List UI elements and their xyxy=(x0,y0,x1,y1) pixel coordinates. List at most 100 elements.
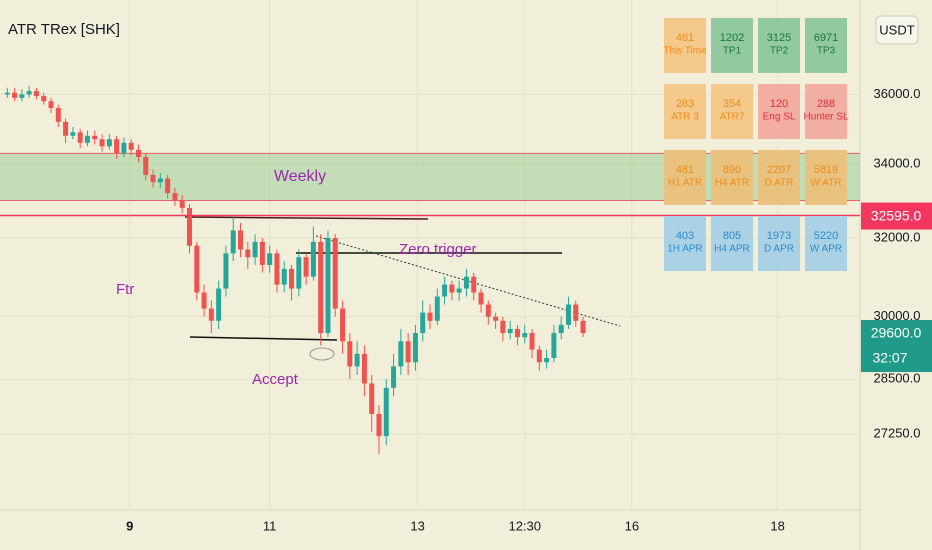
candle-body xyxy=(325,238,331,334)
info-cell xyxy=(805,18,847,73)
info-cell xyxy=(664,18,706,73)
drawn-line xyxy=(184,216,429,220)
candle-body xyxy=(150,174,156,183)
price-tag-label: 32595.0 xyxy=(871,207,922,223)
candle-body xyxy=(493,316,499,321)
info-value: 120 xyxy=(770,98,788,110)
info-cell xyxy=(711,150,753,205)
info-label: Hunter SL xyxy=(803,112,848,123)
candle-body xyxy=(580,320,586,334)
candle-body xyxy=(558,324,564,334)
candle-body xyxy=(514,328,520,338)
info-cell xyxy=(758,150,800,205)
info-value: 805 xyxy=(723,230,741,242)
info-cell xyxy=(758,84,800,139)
ellipse-marker xyxy=(309,347,335,361)
candle-body xyxy=(289,268,295,289)
candle-body xyxy=(19,94,25,98)
candle-body xyxy=(471,276,477,293)
candle-body xyxy=(106,139,112,147)
candle-body xyxy=(245,249,251,258)
candle-body xyxy=(4,92,10,95)
candle-body xyxy=(281,268,287,285)
y-tick-label: 30000.0 xyxy=(874,308,921,323)
y-tick-label: 28500.0 xyxy=(874,371,921,386)
price-timer: 32:07 xyxy=(872,350,907,366)
candle-body xyxy=(340,308,346,342)
candle-body xyxy=(485,304,491,317)
info-value: 5819 xyxy=(814,164,838,176)
chart-title: ATR TRex [SHK] xyxy=(8,21,120,38)
info-cell xyxy=(805,84,847,139)
candle-body xyxy=(456,288,462,293)
info-label: TP2 xyxy=(770,46,789,57)
candle-body xyxy=(208,308,214,321)
currency-button[interactable] xyxy=(875,15,919,45)
candle-body xyxy=(434,296,440,321)
candle-body xyxy=(310,241,316,277)
info-value: 2207 xyxy=(767,164,791,176)
x-tick-label: 11 xyxy=(263,518,277,533)
candle-body xyxy=(478,292,484,305)
candle-body xyxy=(143,156,149,175)
candle-body xyxy=(565,304,571,325)
info-cell xyxy=(664,150,706,205)
annotation: Accept xyxy=(252,371,299,388)
info-label: ATR7 xyxy=(720,112,745,123)
info-cell xyxy=(664,216,706,271)
candle-body xyxy=(405,341,411,363)
info-label: This Time xyxy=(663,46,707,57)
candle-body xyxy=(135,149,141,157)
candle-body xyxy=(12,92,18,98)
candle-body xyxy=(303,257,309,277)
candle-body xyxy=(216,288,222,321)
price-tag-label: 29600.0 xyxy=(871,325,922,341)
candle-body xyxy=(259,241,265,265)
candle-body xyxy=(186,207,192,246)
candle-body xyxy=(223,253,229,289)
candle-body xyxy=(41,96,47,102)
candle-body xyxy=(33,91,39,97)
candle-body xyxy=(70,132,76,136)
candle-body xyxy=(274,253,280,285)
x-tick-label: 13 xyxy=(410,518,424,533)
info-label: TP3 xyxy=(817,46,836,57)
candle-body xyxy=(354,353,360,367)
candle-body xyxy=(92,135,98,140)
y-tick-label: 32000.0 xyxy=(874,229,921,244)
info-cell xyxy=(664,84,706,139)
candle-body xyxy=(252,241,258,258)
candle-body xyxy=(230,230,236,254)
info-value: 481 xyxy=(676,164,694,176)
candle-body xyxy=(544,357,550,363)
y-tick-label: 34000.0 xyxy=(874,156,921,171)
info-value: 1973 xyxy=(767,230,791,242)
x-tick-label: 12:30 xyxy=(508,518,541,533)
candle-body xyxy=(267,253,273,265)
info-label: H4 APR xyxy=(714,244,750,255)
info-value: 1202 xyxy=(720,32,744,44)
candle-body xyxy=(442,284,448,297)
info-value: 481 xyxy=(676,32,694,44)
price-tag xyxy=(861,202,932,230)
candle-body xyxy=(398,341,404,367)
candle-body xyxy=(463,276,469,289)
drawn-line xyxy=(189,336,338,341)
candle-body xyxy=(507,328,513,334)
info-value: 403 xyxy=(676,230,694,242)
candle-body xyxy=(347,341,353,367)
currency-label[interactable]: USDT xyxy=(879,22,914,37)
info-value: 354 xyxy=(723,98,741,110)
info-value: 6971 xyxy=(814,32,838,44)
candle-body xyxy=(172,193,178,201)
candle-body xyxy=(361,353,367,384)
candle-body xyxy=(194,245,200,293)
info-cell xyxy=(711,216,753,271)
candle-body xyxy=(238,230,244,250)
info-label: D APR xyxy=(764,244,794,255)
info-label: TP1 xyxy=(723,46,742,57)
candle-body xyxy=(296,257,302,289)
candle-body xyxy=(26,91,32,95)
info-cell xyxy=(758,216,800,271)
info-cell xyxy=(805,216,847,271)
